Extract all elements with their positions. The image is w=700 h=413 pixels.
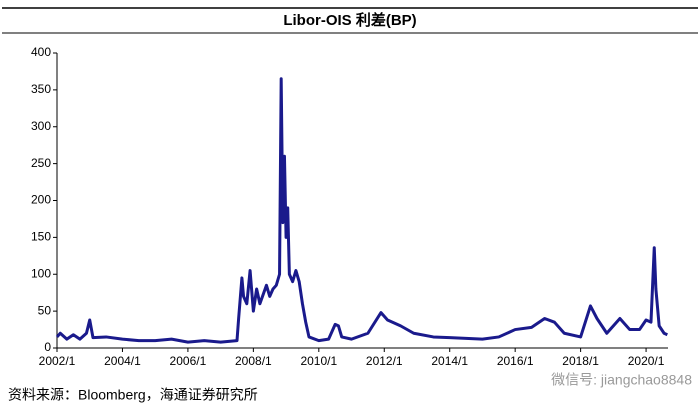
y-tick-label: 250 (31, 156, 51, 170)
x-tick-label: 2010/1 (300, 354, 337, 368)
y-tick-label: 200 (31, 193, 51, 207)
y-tick-label: 150 (31, 230, 51, 244)
x-tick-label: 2020/1 (628, 354, 665, 368)
series-line (55, 77, 668, 344)
y-tick-label: 100 (31, 266, 51, 280)
y-tick-label: 400 (31, 45, 51, 59)
source-note: 资料来源：Bloomberg，海通证券研究所 (8, 387, 258, 403)
x-tick-label: 2016/1 (497, 354, 534, 368)
y-tick-label: 50 (38, 303, 52, 317)
x-tick-label: 2018/1 (562, 354, 599, 368)
x-tick-label: 2008/1 (235, 354, 272, 368)
x-tick-label: 2014/1 (431, 354, 468, 368)
y-tick-label: 350 (31, 82, 51, 96)
y-tick-label: 300 (31, 119, 51, 133)
watermark: 微信号: jiangchao8848 (551, 372, 692, 388)
x-tick-label: 2012/1 (366, 354, 403, 368)
y-tick-label: 0 (44, 340, 51, 354)
x-tick-label: 2002/1 (39, 354, 76, 368)
x-tick-label: 2004/1 (104, 354, 141, 368)
x-tick-label: 2006/1 (170, 354, 207, 368)
chart-title: Libor-OIS 利差(BP) (283, 11, 416, 29)
